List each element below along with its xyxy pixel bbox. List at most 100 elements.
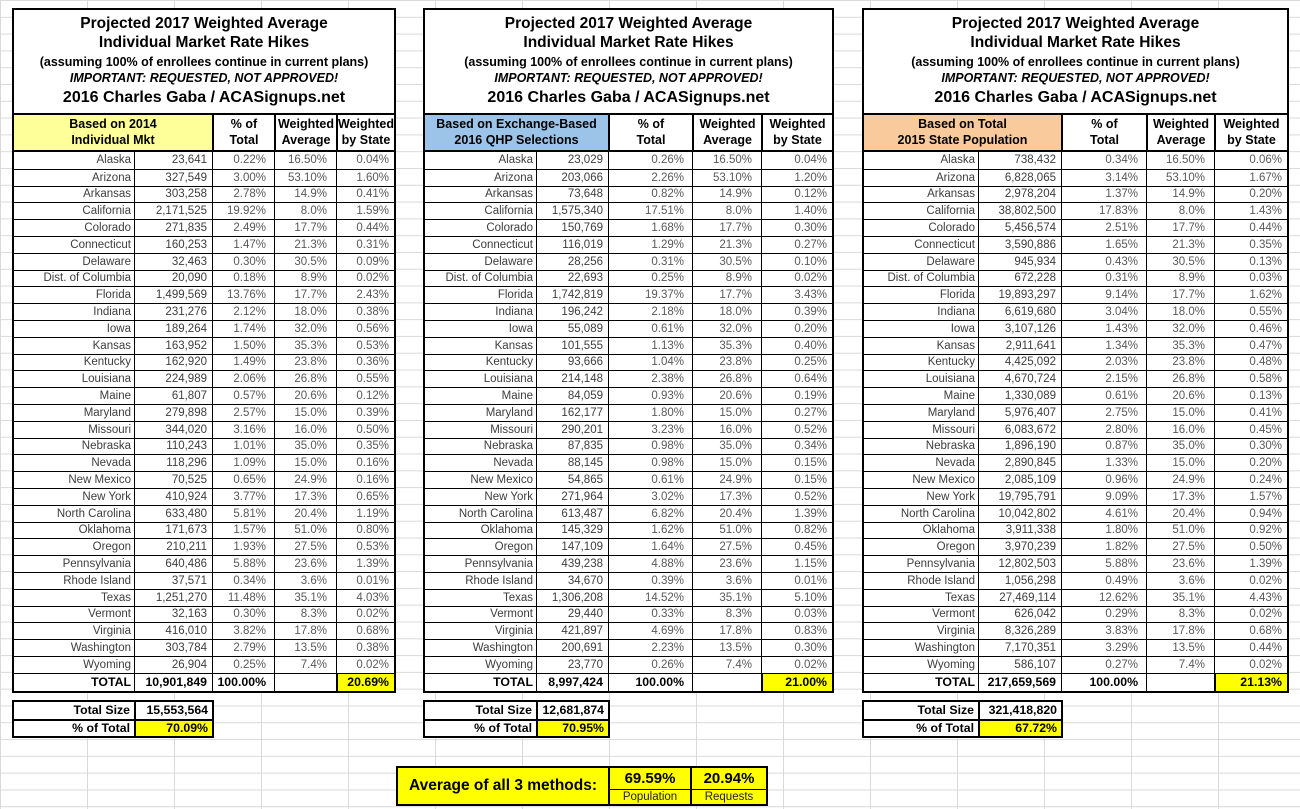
cell-weighted-by-state[interactable]: 0.16% [336, 471, 394, 488]
cell-state[interactable]: Washington [425, 639, 536, 656]
cell-enrollment[interactable]: 3,970,239 [978, 538, 1061, 556]
header-weighted-by-state[interactable]: Weighted by State [1214, 115, 1287, 150]
cell-state[interactable]: North Carolina [864, 504, 978, 522]
cell-weighted-average[interactable]: 8.3% [692, 605, 761, 623]
cell-weighted-by-state[interactable]: 0.20% [761, 319, 832, 337]
cell-weighted-average[interactable]: 53.10% [692, 168, 761, 186]
cell-weighted-average[interactable]: 13.5% [692, 639, 761, 656]
header-pct-of-total[interactable]: % of Total [212, 115, 274, 150]
cell-weighted-by-state[interactable]: 0.94% [1214, 504, 1287, 522]
cell-enrollment[interactable]: 4,670,724 [978, 370, 1061, 388]
cell-weighted-average[interactable]: 18.0% [1146, 303, 1214, 320]
cell-weighted-by-state[interactable]: 1.40% [761, 202, 832, 220]
cell-weighted-by-state[interactable]: 1.39% [761, 504, 832, 522]
cell-state[interactable]: Arizona [14, 168, 134, 186]
pct-of-total-value[interactable]: 70.09% [134, 720, 212, 736]
cell-pct-of-total[interactable]: 2.03% [1061, 353, 1146, 371]
cell-pct-of-total[interactable]: 9.14% [1061, 286, 1146, 304]
cell-state[interactable]: Maryland [14, 403, 134, 421]
cell-weighted-by-state[interactable]: 0.50% [1214, 538, 1287, 556]
cell-pct-of-total[interactable]: 3.82% [212, 622, 274, 640]
cell-weighted-average[interactable]: 23.6% [274, 555, 336, 572]
cell-weighted-by-state[interactable]: 0.36% [336, 353, 394, 371]
cell-weighted-by-state[interactable]: 2.43% [336, 286, 394, 304]
cell-enrollment[interactable]: 54,865 [536, 471, 608, 488]
cell-weighted-by-state[interactable]: 0.13% [1214, 252, 1287, 270]
cell-state[interactable]: Rhode Island [14, 571, 134, 589]
cell-state[interactable]: Florida [425, 286, 536, 303]
cell-state[interactable]: Connecticut [864, 235, 978, 253]
cell-weighted-average[interactable]: 24.9% [692, 471, 761, 488]
cell-weighted-average[interactable]: 20.6% [1146, 387, 1214, 404]
cell-enrollment[interactable]: 224,989 [134, 370, 212, 388]
cell-weighted-average[interactable]: 16.0% [274, 420, 336, 438]
cell-enrollment[interactable]: 26,904 [134, 655, 212, 673]
cell-pct-of-total[interactable]: 0.22% [212, 152, 274, 169]
cell-weighted-average[interactable]: 8.0% [1146, 202, 1214, 220]
cell-weighted-average[interactable]: 51.0% [1146, 521, 1214, 539]
cell-weighted-average[interactable]: 35.1% [692, 588, 761, 606]
cell-pct-of-total[interactable]: 1.01% [212, 437, 274, 455]
cell-state[interactable]: Delaware [14, 252, 134, 270]
cell-pct-of-total[interactable]: 4.69% [608, 622, 692, 640]
cell-weighted-by-state[interactable]: 0.30% [1214, 437, 1287, 455]
cell-state[interactable]: Texas [425, 588, 536, 606]
cell-pct-of-total[interactable]: 0.30% [212, 252, 274, 270]
cell-pct-of-total[interactable]: 2.79% [212, 639, 274, 656]
cell-weighted-average[interactable]: 35.3% [1146, 336, 1214, 354]
cell-state[interactable]: Kansas [425, 336, 536, 354]
cell-enrollment[interactable]: 3,911,338 [978, 521, 1061, 539]
cell-weighted-average[interactable]: 17.8% [692, 622, 761, 640]
cell-pct-of-total[interactable]: 19.92% [212, 202, 274, 220]
cell-weighted-average[interactable]: 17.7% [1146, 286, 1214, 304]
cell-enrollment[interactable]: 2,978,204 [978, 185, 1061, 203]
cell-pct-of-total[interactable]: 2.57% [212, 403, 274, 421]
cell-enrollment[interactable]: 6,828,065 [978, 168, 1061, 186]
cell-pct-of-total[interactable]: 1.47% [212, 235, 274, 253]
cell-enrollment[interactable]: 1,056,298 [978, 571, 1061, 589]
cell-weighted-average[interactable]: 8.9% [692, 269, 761, 287]
cell-pct-of-total[interactable]: 1.62% [608, 521, 692, 539]
cell-state[interactable]: Delaware [425, 252, 536, 270]
cell-state[interactable]: Indiana [14, 303, 134, 320]
cell-state[interactable]: Colorado [14, 219, 134, 236]
cell-weighted-average[interactable]: 8.3% [1146, 605, 1214, 623]
cell-weighted-by-state[interactable]: 0.41% [1214, 403, 1287, 421]
cell-weighted-by-state[interactable]: 0.16% [336, 454, 394, 472]
cell-pct-of-total[interactable]: 1.68% [608, 219, 692, 236]
cell-pct-of-total[interactable]: 2.75% [1061, 403, 1146, 421]
cell-weighted-average[interactable]: 14.9% [1146, 185, 1214, 203]
cell-enrollment[interactable]: 171,673 [134, 521, 212, 539]
cell-weighted-by-state[interactable]: 0.44% [1214, 639, 1287, 656]
cell-weighted-average[interactable]: 21.3% [274, 235, 336, 253]
cell-enrollment[interactable]: 1,742,819 [536, 286, 608, 304]
cell-pct-of-total[interactable]: 0.65% [212, 471, 274, 488]
cell-enrollment[interactable]: 672,228 [978, 269, 1061, 287]
cell-weighted-by-state[interactable]: 0.64% [761, 370, 832, 388]
cell-state[interactable]: Louisiana [14, 370, 134, 387]
cell-weighted-average[interactable]: 8.0% [274, 202, 336, 220]
cell-weighted-by-state[interactable]: 0.55% [336, 370, 394, 388]
cell-weighted-average[interactable]: 18.0% [274, 303, 336, 320]
cell-weighted-average[interactable]: 17.3% [274, 487, 336, 505]
cell-state[interactable]: Louisiana [425, 370, 536, 387]
cell-enrollment[interactable]: 61,807 [134, 387, 212, 404]
cell-state[interactable]: California [425, 202, 536, 219]
cell-weighted-average[interactable]: 17.7% [274, 286, 336, 304]
cell-weighted-average[interactable]: 32.0% [692, 319, 761, 337]
cell-weighted-average[interactable]: 15.0% [274, 454, 336, 472]
cell-enrollment[interactable]: 23,641 [134, 152, 212, 169]
cell-weighted-by-state[interactable]: 0.13% [1214, 387, 1287, 404]
cell-pct-of-total[interactable]: 11.48% [212, 588, 274, 606]
cell-weighted-average[interactable]: 16.0% [1146, 420, 1214, 438]
cell-weighted-average[interactable]: 15.0% [692, 403, 761, 421]
cell-enrollment[interactable]: 28,256 [536, 252, 608, 270]
cell-weighted-by-state[interactable]: 0.38% [336, 303, 394, 320]
cell-pct-of-total[interactable]: 0.29% [1061, 605, 1146, 623]
cell-pct-of-total[interactable]: 2.49% [212, 219, 274, 236]
cell-enrollment[interactable]: 147,109 [536, 538, 608, 556]
cell-state[interactable]: Kentucky [864, 353, 978, 371]
cell-enrollment[interactable]: 626,042 [978, 605, 1061, 623]
cell-state[interactable]: Kentucky [425, 353, 536, 371]
cell-enrollment[interactable]: 210,211 [134, 538, 212, 556]
